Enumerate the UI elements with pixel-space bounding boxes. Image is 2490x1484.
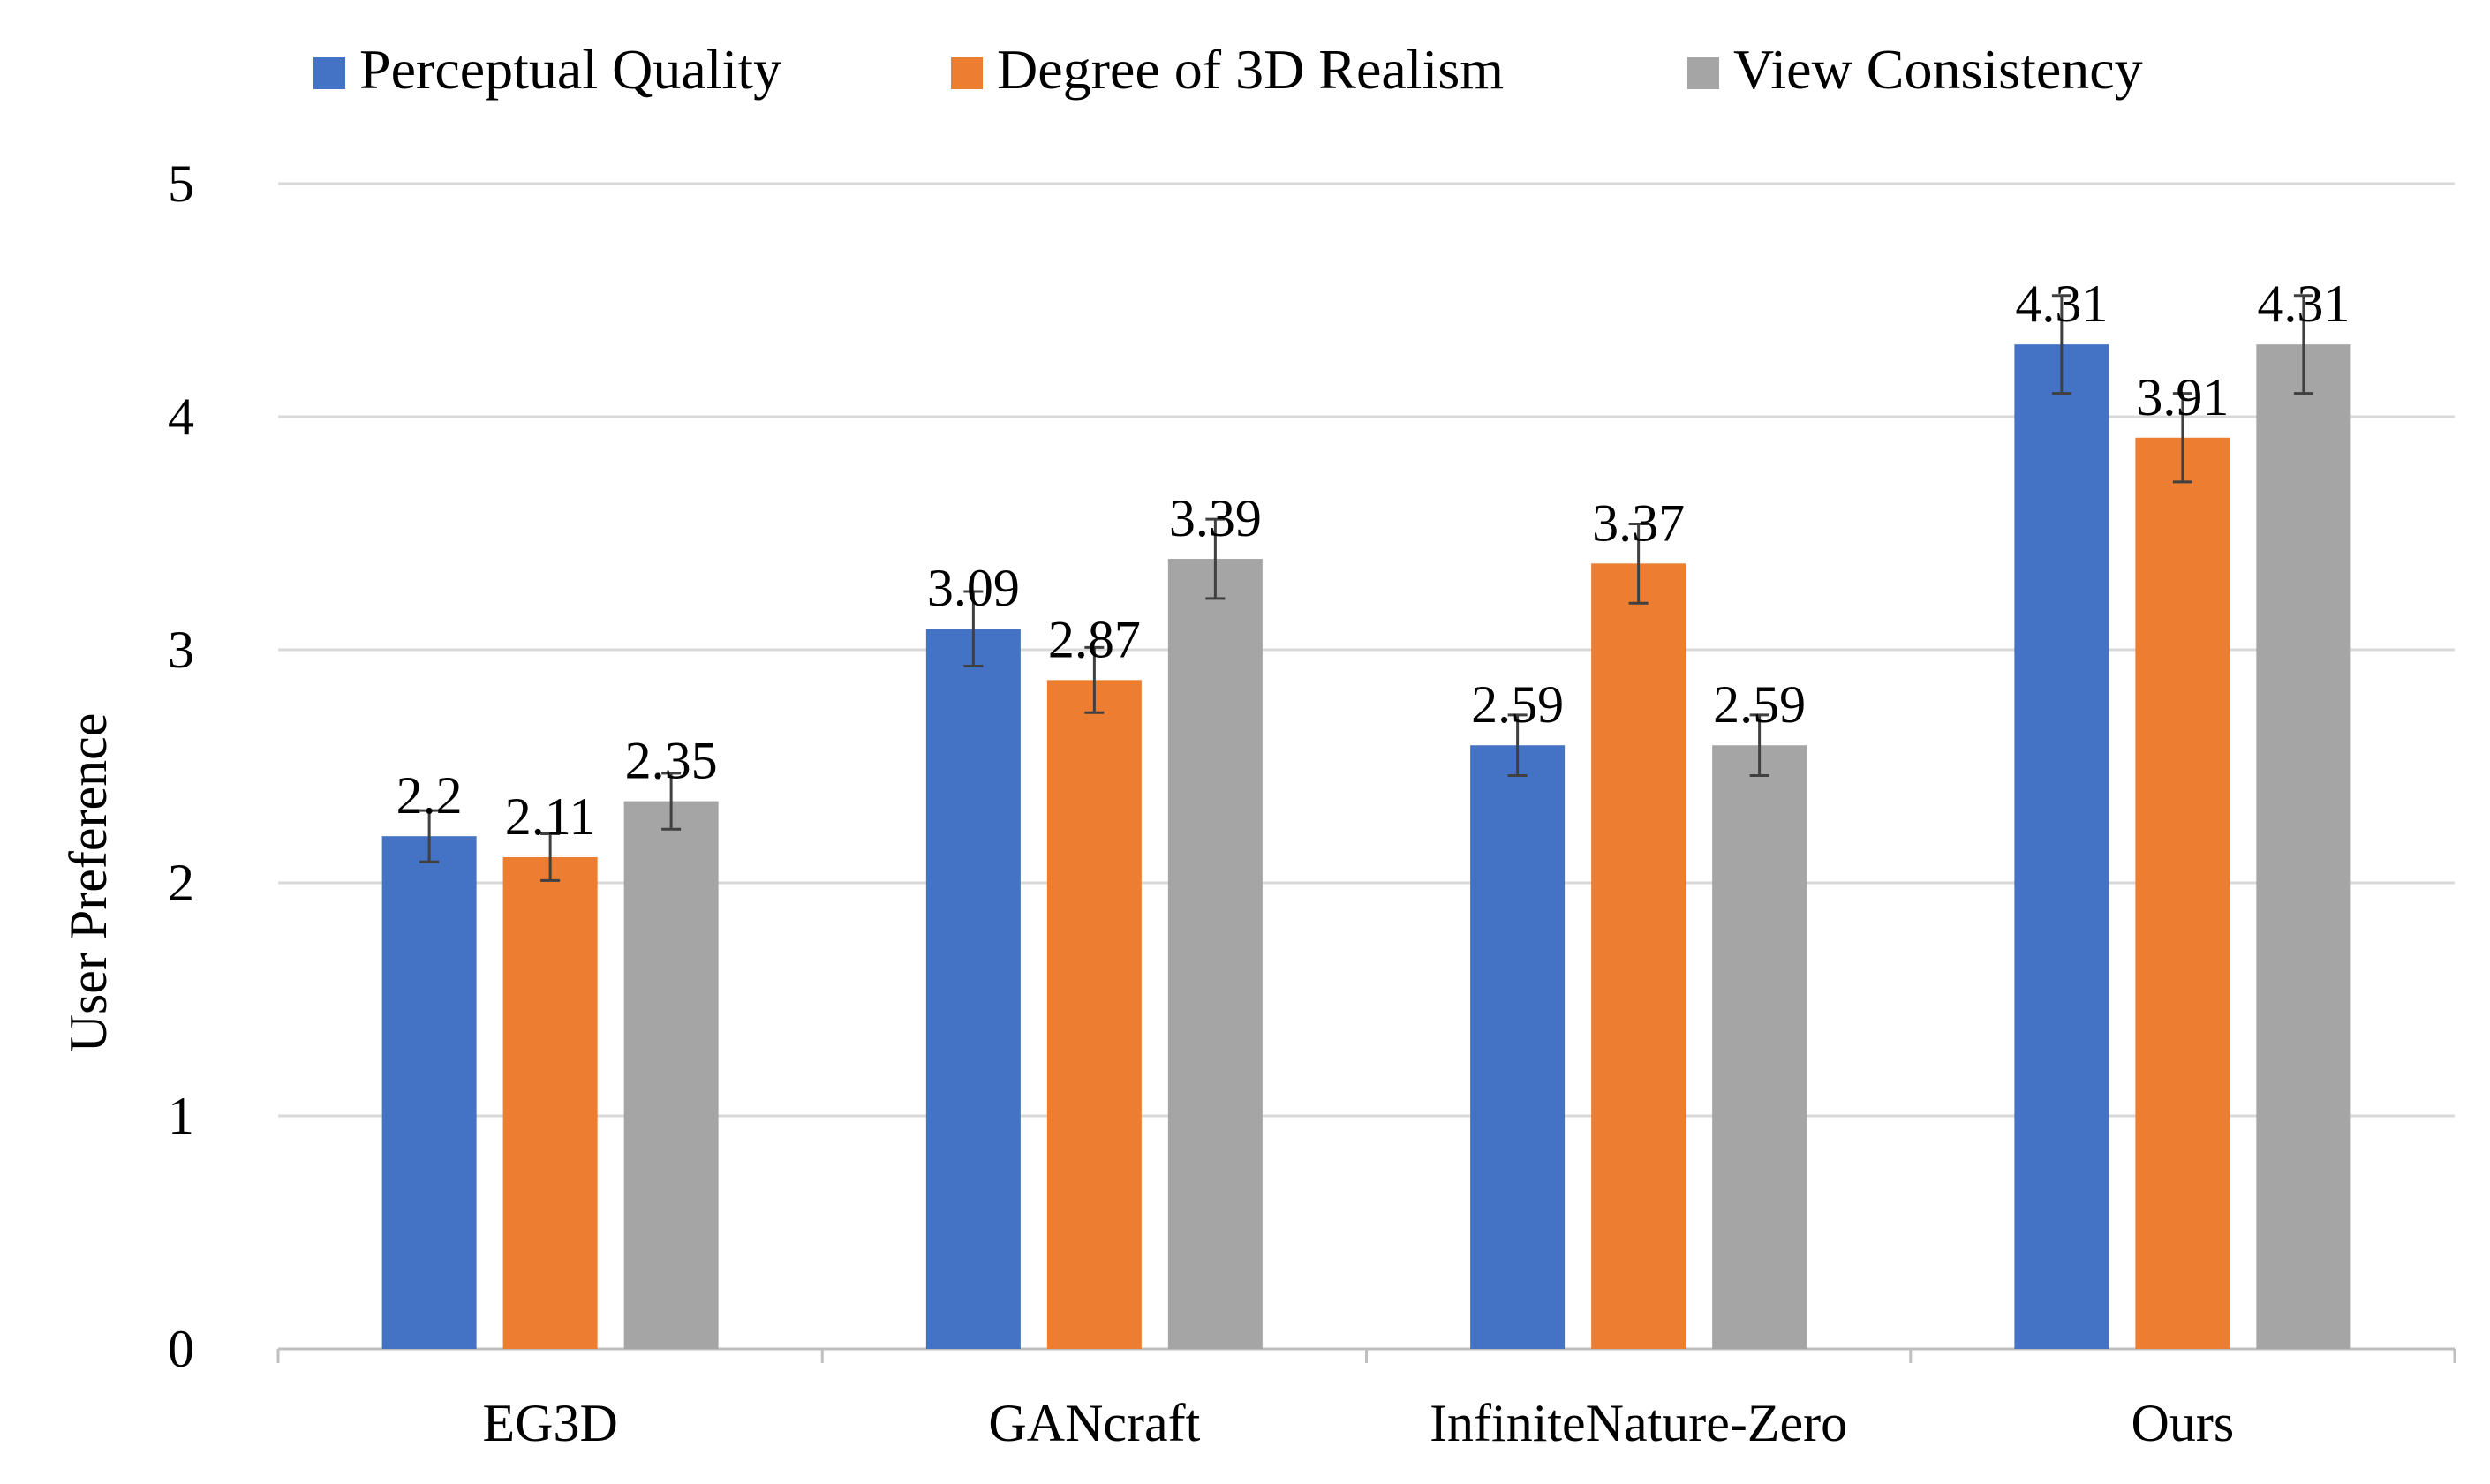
x-tick-label: GANcraft [988, 1394, 1200, 1452]
error-bar [2172, 392, 2192, 484]
bar [623, 801, 719, 1349]
bar [1591, 563, 1686, 1349]
data-label: 4.31 [2257, 275, 2350, 333]
error-bar [1205, 517, 1226, 600]
y-tick-label: 2 [168, 854, 194, 912]
legend-item: Degree of 3D Realism [951, 38, 1504, 101]
data-label: 2.11 [505, 787, 596, 846]
error-bar [1084, 645, 1105, 714]
legend-label: Degree of 3D Realism [997, 38, 1504, 101]
y-tick-label: 5 [168, 154, 194, 213]
y-tick-label: 3 [168, 621, 194, 679]
legend-label: View Consistency [1733, 38, 2143, 101]
data-label: 3.39 [1169, 489, 1262, 547]
data-label: 4.31 [2015, 275, 2108, 333]
bar [1167, 559, 1263, 1349]
y-axis-ticks: 0 1 2 3 4 5 [168, 154, 194, 1378]
gridlines [278, 182, 2455, 1118]
data-label: 3.91 [2136, 368, 2229, 426]
data-label: 2.59 [1471, 675, 1564, 734]
error-bar [540, 832, 561, 882]
y-tick-label: 0 [168, 1320, 194, 1378]
bar [1470, 745, 1566, 1349]
bar [1712, 745, 1807, 1349]
error-bar [1628, 522, 1649, 605]
legend-swatch [951, 57, 983, 89]
y-tick-label: 1 [168, 1087, 194, 1145]
bar [2256, 344, 2351, 1349]
error-bar [2051, 294, 2071, 395]
error-bar [1507, 713, 1528, 778]
bar [2135, 437, 2230, 1349]
legend-swatch [313, 57, 345, 89]
bar [2014, 344, 2109, 1349]
y-axis-label: User Preference [59, 713, 117, 1053]
data-label: 2.87 [1048, 610, 1141, 668]
bar [1046, 680, 1142, 1349]
bar [925, 629, 1021, 1349]
data-label: 3.37 [1592, 493, 1685, 552]
x-tick-label: EG3D [482, 1394, 617, 1452]
data-labels: 2.2 2.11 2.35 3.09 2.87 3.39 2.59 3.37 2.59 4.31 3… [396, 275, 2350, 846]
y-tick-label: 4 [168, 388, 194, 446]
error-bar [419, 809, 440, 863]
legend: Perceptual Quality Degree of 3D Realism Vi… [313, 38, 2143, 101]
bar [381, 836, 477, 1349]
data-label: 2.35 [625, 732, 718, 790]
bar [502, 856, 598, 1349]
bars [381, 344, 2351, 1349]
data-label: 3.09 [927, 559, 1020, 617]
legend-swatch [1687, 57, 1719, 89]
legend-label: Perceptual Quality [359, 38, 781, 101]
x-tick-label: InfiniteNature-Zero [1430, 1394, 1847, 1452]
data-label: 2.59 [1713, 675, 1806, 734]
legend-item: Perceptual Quality [313, 38, 781, 101]
data-label: 2.2 [396, 766, 463, 825]
x-tick-label: Ours [2132, 1394, 2235, 1452]
legend-item: View Consistency [1687, 38, 2143, 101]
error-bar [2293, 294, 2313, 395]
x-axis-ticks: EG3D GANcraft InfiniteNature-Zero Ours [482, 1394, 2234, 1452]
error-bar [661, 772, 682, 831]
error-bar [963, 590, 984, 667]
error-bars [419, 294, 2313, 882]
x-axis [276, 1347, 2456, 1363]
error-bar [1749, 713, 1769, 778]
